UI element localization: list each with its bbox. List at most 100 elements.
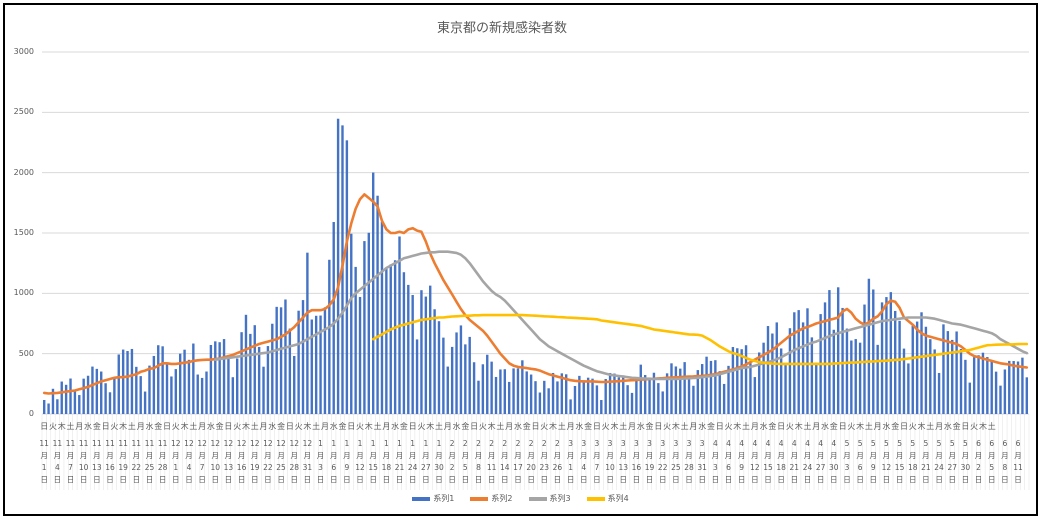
date-tick-label: 12月19日: [249, 439, 260, 484]
bar-系列1: [56, 399, 59, 414]
weekday-label: 月: [689, 422, 698, 431]
bar-系列1: [964, 359, 967, 414]
date-tick-label: 5月24日: [934, 439, 944, 484]
date-tick-label: 1月18日: [381, 439, 392, 484]
bar-系列1: [218, 342, 221, 414]
bar-系列1: [284, 299, 287, 414]
bar-系列1: [319, 315, 322, 414]
bar-系列1: [683, 362, 686, 414]
date-tick-label: 3月19日: [644, 439, 655, 484]
weekday-label: 土: [864, 422, 873, 431]
bar-系列1: [288, 328, 292, 414]
bar-系列1: [902, 348, 906, 414]
bar-系列1: [854, 339, 857, 414]
bar-系列1: [543, 380, 546, 414]
date-tick-label: 1月9日: [343, 439, 351, 484]
weekday-label: 日: [408, 422, 417, 431]
date-tick-label: 11月25日: [144, 439, 155, 484]
bar-系列1: [643, 375, 647, 414]
date-tick-label: 3月28日: [684, 439, 694, 484]
bar-系列1: [231, 377, 235, 414]
legend-swatch: [528, 496, 547, 501]
bar-系列1: [823, 302, 827, 414]
weekday-label: 日: [163, 422, 172, 431]
bar-系列1: [183, 349, 186, 414]
bar-系列1: [178, 353, 182, 414]
bar-系列1: [69, 378, 72, 414]
bar-系列1: [148, 365, 151, 414]
bar-系列1: [955, 331, 958, 414]
weekday-label: 金: [706, 422, 715, 431]
weekday-label: 日: [777, 422, 786, 431]
weekday-label: 火: [48, 422, 57, 431]
weekday-label: 木: [917, 422, 926, 431]
weekday-label: 木: [487, 422, 496, 431]
date-tick-label: 12月13日: [223, 439, 234, 484]
bar-系列1: [942, 324, 945, 414]
date-tick-label: 3月25日: [671, 439, 681, 484]
bar-系列1: [350, 233, 353, 414]
bar-系列1: [788, 328, 792, 414]
bar-系列1: [1021, 357, 1024, 414]
bar-系列1: [240, 332, 243, 414]
date-tick-label: 12月1日: [171, 439, 181, 484]
date-tick-label: 5月6日: [856, 439, 864, 484]
date-tick-label: 11月10日: [78, 439, 89, 484]
date-tick-label: 11月28日: [157, 439, 168, 484]
bar-系列1: [100, 371, 103, 414]
y-tick-label: 0: [28, 409, 34, 418]
bar-系列1: [257, 346, 261, 414]
bar-系列1: [1003, 369, 1007, 414]
line-系列4: [371, 313, 1029, 366]
y-tick-label: 3000: [13, 47, 34, 56]
date-tick-label: 2月17日: [513, 439, 523, 484]
bar-系列1: [266, 346, 270, 414]
bar-系列1: [143, 391, 147, 414]
weekday-label: 金: [215, 422, 224, 431]
weekday-label: 土: [189, 422, 198, 431]
date-tick-label: 1月12日: [355, 439, 365, 484]
y-tick-label: 1500: [13, 228, 34, 237]
bar-系列1: [1025, 377, 1029, 414]
bar-系列1: [933, 349, 936, 414]
weekday-label: 木: [57, 422, 66, 431]
bar-系列1: [86, 375, 90, 414]
weekday-label: 土: [680, 422, 689, 431]
bar-系列1: [450, 346, 454, 414]
bar-系列1: [920, 312, 923, 414]
bar-系列1: [135, 366, 138, 414]
bar-系列1: [700, 364, 704, 414]
date-tick-label: 1月27日: [421, 439, 431, 484]
chart-title: 東京都の新規感染者数: [436, 21, 567, 36]
bar-系列1: [551, 372, 555, 414]
bar-系列1: [486, 354, 489, 414]
bar-系列1: [705, 356, 708, 414]
bar-系列1: [205, 371, 208, 414]
bar-系列1: [872, 289, 875, 414]
bar-系列1: [999, 385, 1002, 414]
bar-系列1: [227, 356, 230, 414]
bar-系列1: [687, 376, 691, 414]
legend-swatch: [470, 496, 489, 501]
bar-系列1: [60, 381, 63, 414]
bar-系列1: [51, 388, 55, 414]
bar-系列1: [753, 377, 757, 414]
bar-系列1: [161, 346, 164, 414]
bar-系列1: [42, 400, 46, 414]
bar-系列1: [306, 252, 309, 414]
bar-系列1: [529, 374, 533, 414]
weekday-label: 月: [259, 422, 268, 431]
bar-系列1: [889, 292, 893, 414]
weekday-label: 木: [364, 422, 373, 431]
bar-系列1: [393, 260, 397, 414]
bar-系列1: [468, 336, 471, 414]
weekday-label: 月: [75, 422, 84, 431]
weekday-label: 日: [899, 422, 908, 431]
date-tick-label: 12月16日: [236, 439, 247, 484]
bar-系列1: [665, 373, 669, 414]
bar-系列1: [709, 360, 713, 414]
bar-系列1: [271, 323, 274, 414]
weekday-label: 金: [891, 422, 900, 431]
bar-系列1: [187, 359, 191, 414]
bar-系列1: [437, 321, 441, 414]
